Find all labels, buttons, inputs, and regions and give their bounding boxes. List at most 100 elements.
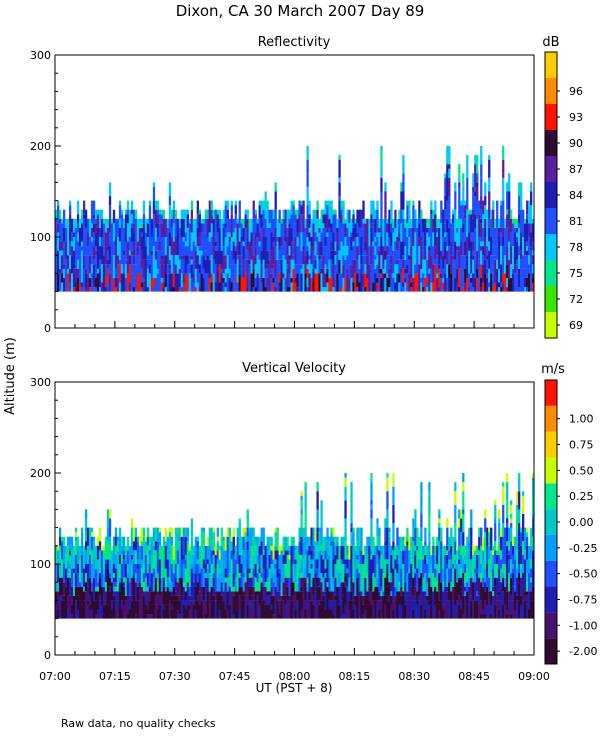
heatmap-cell <box>446 218 449 233</box>
heatmap-cell <box>190 264 194 278</box>
heatmap-cell <box>388 209 391 224</box>
heatmap-cell <box>480 545 483 564</box>
heatmap-cell <box>136 559 140 564</box>
heatmap-cell <box>66 268 70 274</box>
heatmap-cell <box>416 218 419 228</box>
heatmap-cell <box>308 259 311 274</box>
heatmap-cell <box>498 227 501 233</box>
heatmap-cell <box>330 527 333 533</box>
heatmap-cell <box>280 246 283 260</box>
heatmap-cell <box>274 550 277 560</box>
heatmap-cell <box>288 223 291 228</box>
heatmap-cell <box>524 255 527 269</box>
heatmap-cell <box>378 268 381 274</box>
heatmap-cell <box>106 246 110 251</box>
heatmap-cell <box>396 545 399 555</box>
heatmap-cell <box>368 536 371 546</box>
heatmap-cell <box>188 218 192 224</box>
heatmap-cell <box>70 218 74 233</box>
heatmap-cell <box>428 559 431 569</box>
heatmap-cell <box>490 591 493 605</box>
heatmap-cell <box>300 273 303 278</box>
heatmap-cell <box>134 577 138 583</box>
heatmap-cell <box>446 586 449 592</box>
heatmap-cell <box>334 209 337 215</box>
heatmap-cell <box>222 227 225 247</box>
heatmap-cell <box>496 600 499 610</box>
heatmap-cell <box>274 250 277 260</box>
heatmap-cell <box>84 536 88 542</box>
heatmap-cell <box>252 268 255 288</box>
heatmap-cell <box>162 255 166 265</box>
heatmap-cell <box>150 268 154 278</box>
heatmap-cell <box>384 559 387 578</box>
heatmap-cell <box>88 577 92 596</box>
heatmap-cell <box>128 582 132 596</box>
heatmap-cell <box>310 527 313 546</box>
colorbar-segment <box>545 130 557 156</box>
heatmap-cell <box>322 227 325 247</box>
heatmap-cell <box>398 209 401 219</box>
heatmap-cell <box>412 246 415 265</box>
heatmap-cell <box>338 155 341 160</box>
heatmap-cell <box>370 232 373 242</box>
heatmap-cell <box>55 604 58 619</box>
heatmap-cell <box>296 600 299 619</box>
heatmap-cell <box>264 545 267 564</box>
heatmap-cell <box>330 277 333 292</box>
heatmap-cell <box>110 255 114 274</box>
heatmap-cell <box>120 600 124 610</box>
heatmap-cell <box>508 173 511 192</box>
heatmap-cell <box>57 564 60 583</box>
heatmap-cell <box>390 200 393 206</box>
heatmap-cell <box>170 591 174 596</box>
heatmap-cell <box>368 600 371 610</box>
heatmap-cell <box>476 545 479 555</box>
heatmap-cell <box>412 536 415 542</box>
heatmap-cell <box>98 268 102 288</box>
heatmap-cell <box>212 273 215 292</box>
heatmap-cell <box>526 573 529 583</box>
heatmap-cell <box>110 237 114 256</box>
heatmap-cell <box>180 600 184 619</box>
heatmap-cell <box>430 586 433 605</box>
heatmap-cell <box>476 554 479 564</box>
heatmap-cell <box>178 287 182 292</box>
heatmap-cell <box>142 545 146 555</box>
heatmap-cell <box>122 550 126 555</box>
heatmap-cell <box>306 282 309 288</box>
heatmap-cell <box>488 287 491 292</box>
heatmap-cell <box>270 573 273 578</box>
heatmap-cell <box>384 541 387 546</box>
heatmap-cell <box>334 545 337 555</box>
heatmap-cell <box>152 591 156 605</box>
heatmap-cell <box>370 604 373 619</box>
heatmap-cell <box>374 237 377 242</box>
heatmap-cell <box>166 604 170 619</box>
heatmap-cell <box>372 591 375 601</box>
heatmap-cell <box>66 545 70 560</box>
heatmap-cell <box>198 214 201 233</box>
heatmap-cell <box>194 227 198 247</box>
heatmap-cell <box>266 227 269 233</box>
heatmap-cell <box>480 246 483 251</box>
heatmap-cell <box>346 609 349 615</box>
heatmap-cell <box>518 227 521 242</box>
heatmap-cell <box>366 541 369 546</box>
heatmap-cell <box>410 287 413 292</box>
heatmap-cell <box>118 609 122 619</box>
heatmap-cell <box>514 227 517 233</box>
heatmap-cell <box>316 600 319 619</box>
heatmap-cell <box>234 205 237 215</box>
heatmap-cell <box>390 255 393 265</box>
heatmap-cell <box>132 550 136 564</box>
heatmap-cell <box>390 554 393 574</box>
heatmap-cell <box>190 536 194 551</box>
heatmap-cell <box>182 273 186 283</box>
heatmap-cell <box>396 564 399 574</box>
heatmap-cell <box>530 191 533 206</box>
heatmap-cell <box>380 150 383 160</box>
heatmap-cell <box>334 536 337 546</box>
heatmap-cell <box>228 277 231 292</box>
heatmap-cell <box>128 209 132 228</box>
